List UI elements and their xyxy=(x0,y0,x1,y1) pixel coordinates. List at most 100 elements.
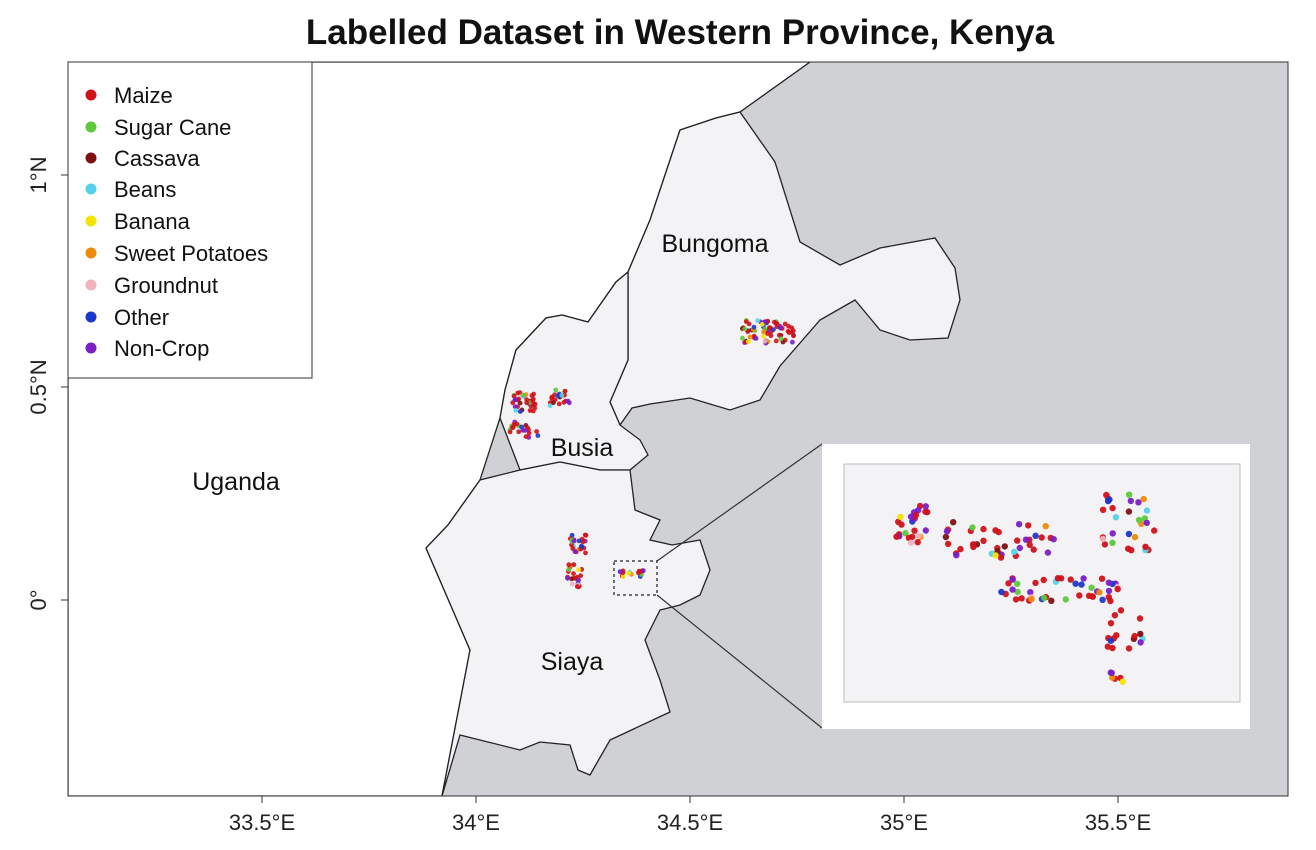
field-point xyxy=(571,538,577,544)
field-point xyxy=(574,584,580,589)
field-point xyxy=(778,336,784,342)
field-point xyxy=(1114,585,1121,593)
inset-points xyxy=(893,491,1158,685)
field-point xyxy=(893,533,900,540)
field-point xyxy=(1044,549,1052,556)
field-point xyxy=(1131,632,1138,640)
field-point xyxy=(517,400,523,406)
legend-swatch xyxy=(85,215,97,227)
field-point xyxy=(771,327,776,332)
field-point xyxy=(571,571,576,576)
legend: Maize Sugar Cane Cassava Beans Banana Sw… xyxy=(67,61,313,379)
field-point xyxy=(640,568,646,574)
field-point xyxy=(1067,576,1074,583)
field-point xyxy=(1101,541,1109,548)
field-point xyxy=(1111,612,1119,619)
legend-swatch xyxy=(85,279,97,291)
field-point xyxy=(578,573,583,579)
field-point xyxy=(789,329,795,335)
field-point xyxy=(1040,576,1047,584)
field-point xyxy=(1151,527,1158,534)
field-point xyxy=(1119,678,1127,685)
field-point xyxy=(524,400,530,406)
legend-swatch xyxy=(85,342,97,354)
field-point xyxy=(740,335,745,341)
field-point xyxy=(576,538,582,544)
x-tick-label: 34.5°E xyxy=(657,810,723,835)
field-point xyxy=(1089,593,1097,600)
legend-label: Groundnut xyxy=(114,273,218,298)
field-point xyxy=(1109,530,1116,537)
field-point xyxy=(1080,575,1087,582)
field-point xyxy=(912,512,920,519)
field-point xyxy=(1109,504,1116,512)
field-point xyxy=(742,326,748,332)
field-point xyxy=(1001,543,1008,550)
legend-box xyxy=(67,61,313,379)
x-tick-label: 34°E xyxy=(452,810,500,835)
field-point xyxy=(1030,546,1037,553)
inset-panel xyxy=(843,463,1241,703)
field-point xyxy=(1106,496,1113,503)
field-point xyxy=(774,321,780,327)
y-tick-label: 0° xyxy=(26,589,51,610)
field-point xyxy=(767,325,772,330)
field-point xyxy=(751,324,757,330)
field-point xyxy=(559,393,565,398)
field-point xyxy=(566,567,572,572)
field-point xyxy=(517,409,523,414)
field-point xyxy=(562,388,568,394)
field-point xyxy=(1131,533,1139,541)
field-point xyxy=(907,539,915,546)
field-point xyxy=(759,322,765,327)
field-point xyxy=(523,434,529,439)
field-point xyxy=(970,543,977,551)
field-point xyxy=(922,503,929,510)
field-point xyxy=(1025,522,1032,529)
y-tick-label: 1°N xyxy=(26,157,51,194)
field-point xyxy=(1014,580,1021,587)
field-point xyxy=(553,387,559,393)
field-point xyxy=(1140,495,1147,503)
field-point xyxy=(1108,669,1115,677)
field-point xyxy=(1098,575,1106,582)
field-point xyxy=(527,408,533,413)
field-point xyxy=(1014,588,1021,596)
legend-label: Other xyxy=(114,305,169,330)
field-point xyxy=(561,399,567,405)
field-point xyxy=(1142,543,1149,550)
field-point xyxy=(1050,536,1057,543)
field-point xyxy=(980,525,987,533)
inset-connector-top xyxy=(656,443,823,562)
field-point xyxy=(1015,521,1023,528)
field-point xyxy=(526,430,532,436)
legend-label: Non-Crop xyxy=(114,336,209,361)
field-point xyxy=(922,527,929,534)
field-point xyxy=(1105,587,1113,595)
field-point xyxy=(997,554,1005,561)
legend-label: Sweet Potatoes xyxy=(114,241,268,266)
field-point xyxy=(571,562,577,567)
field-point xyxy=(1105,579,1113,586)
field-point xyxy=(535,433,541,438)
field-point xyxy=(531,391,536,397)
field-point xyxy=(1112,514,1120,521)
field-point xyxy=(992,552,999,559)
field-point xyxy=(950,519,957,526)
field-point xyxy=(1040,594,1048,602)
field-point xyxy=(1072,580,1079,587)
field-point xyxy=(943,528,951,535)
field-point xyxy=(1005,580,1012,587)
x-tick-label: 33.5°E xyxy=(229,810,295,835)
field-point xyxy=(1125,645,1133,652)
field-point xyxy=(761,329,766,335)
legend-swatch xyxy=(85,311,97,323)
field-point xyxy=(1107,620,1115,627)
field-point xyxy=(556,401,562,407)
field-point xyxy=(1137,630,1144,638)
field-point xyxy=(1088,584,1095,591)
field-point xyxy=(520,392,526,398)
field-point xyxy=(1109,674,1116,681)
inset-map xyxy=(822,444,1250,729)
region-label-siaya: Siaya xyxy=(541,648,604,676)
